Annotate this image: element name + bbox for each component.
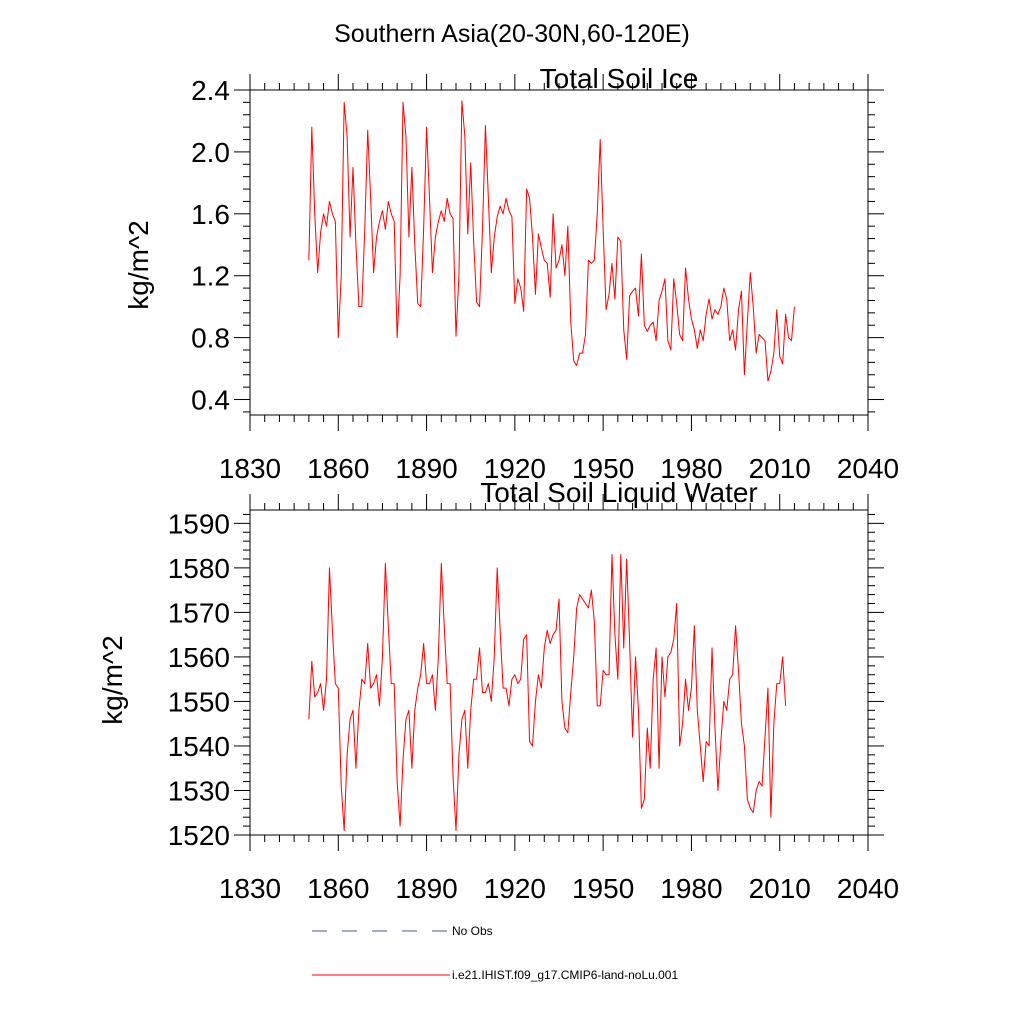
x-tick-label: 1980 [660,453,722,484]
y-tick-label: 1.6 [191,199,230,230]
x-tick-label: 1860 [307,873,369,904]
x-tick-label: 1830 [219,873,281,904]
x-tick-label: 1920 [484,453,546,484]
x-tick-label: 1980 [660,873,722,904]
x-tick-label: 2040 [837,873,899,904]
y-tick-label: 1570 [168,597,230,628]
chart-title: Total Soil Ice [540,63,699,94]
y-tick-label: 1580 [168,553,230,584]
x-tick-label: 1860 [307,453,369,484]
y-tick-label: 1520 [168,820,230,851]
y-tick-label: 1560 [168,642,230,673]
plot-frame [249,89,869,416]
y-tick-label: 1550 [168,686,230,717]
x-tick-label: 1890 [395,453,457,484]
x-tick-label: 1920 [484,873,546,904]
y-tick-label: 1.2 [191,261,230,292]
chart-panel-soil-ice: Total Soil Ice kg/m^2 1830 1860 1890 1920 1950… [123,63,899,484]
y-axis-label: kg/m^2 [97,635,128,724]
x-tick-label: 1830 [219,453,281,484]
y-tick-label: 1590 [168,508,230,539]
figure-title: Southern Asia(20-30N,60-120E) [334,20,690,48]
y-axis-label: kg/m^2 [123,220,154,309]
y-tick-label: 1530 [168,775,230,806]
series-line-soil-liquid-water [308,554,787,832]
y-tick-label: 2.0 [191,137,230,168]
y-tick-label: 2.4 [191,75,230,106]
plot-frame [249,509,869,836]
y-tick-label: 0.8 [191,323,230,354]
chart-panel-soil-liquid-water: Total Soil Liquid Water kg/m^2 1830 1860 189… [97,477,899,904]
chart-title: Total Soil Liquid Water [480,477,758,508]
legend: No Obs i.e21.IHIST.f09_g17.CMIP6-land-no… [312,924,678,982]
y-tick-label: 1540 [168,731,230,762]
legend-label-model-run: i.e21.IHIST.f09_g17.CMIP6-land-noLu.001 [452,968,678,982]
x-tick-label: 1950 [572,453,634,484]
series-line-soil-ice [308,100,795,382]
x-tick-label: 1950 [572,873,634,904]
x-tick-label: 2040 [837,453,899,484]
x-tick-label: 2010 [749,453,811,484]
y-tick-label: 0.4 [191,385,230,416]
legend-label-no-obs: No Obs [452,924,493,938]
x-tick-label: 1890 [395,873,457,904]
x-tick-label: 2010 [749,873,811,904]
